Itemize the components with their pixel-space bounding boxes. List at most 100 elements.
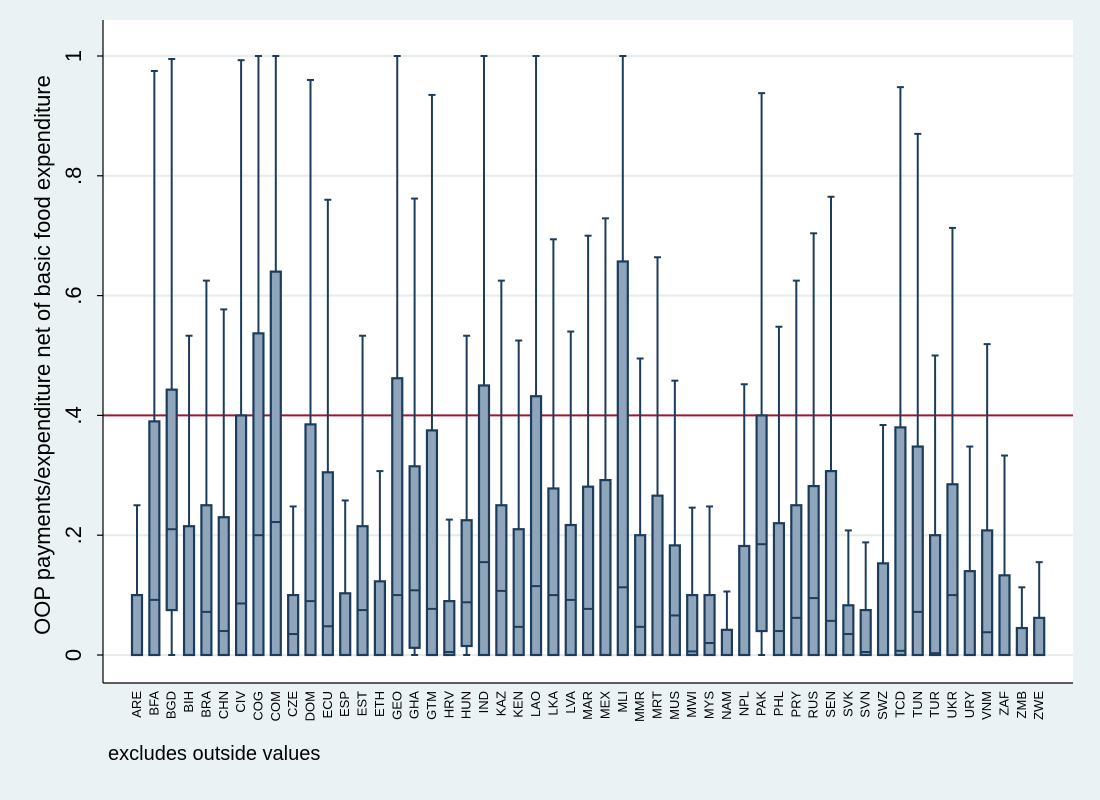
box-vnm bbox=[981, 343, 994, 657]
x-tick-label: ZMB bbox=[1014, 691, 1029, 718]
box-sen bbox=[824, 195, 838, 657]
iqr-box bbox=[356, 525, 369, 657]
x-tick-label: BRA bbox=[198, 691, 213, 718]
box-npl bbox=[738, 383, 751, 657]
x-tick-label: NAM bbox=[719, 691, 734, 720]
box-est bbox=[356, 334, 369, 657]
iqr-box bbox=[547, 487, 560, 657]
box-hrv bbox=[443, 518, 456, 657]
iqr-box bbox=[373, 580, 386, 657]
chart-note: excludes outside values bbox=[108, 743, 320, 765]
box-ecu bbox=[321, 198, 334, 657]
x-tick-label: DOM bbox=[303, 691, 318, 721]
iqr-box bbox=[408, 465, 421, 649]
box-gtm bbox=[425, 93, 439, 657]
box-bfa bbox=[148, 69, 161, 657]
iqr-box bbox=[668, 544, 681, 657]
box-tun bbox=[911, 132, 924, 657]
boxes-group bbox=[130, 55, 1046, 657]
box-cog bbox=[252, 55, 265, 657]
box-mmr bbox=[634, 357, 647, 657]
x-tick-label: HUN bbox=[459, 691, 474, 719]
x-tick-label: SWZ bbox=[875, 691, 890, 720]
x-tick-label: CZE bbox=[285, 691, 300, 717]
box-com bbox=[269, 55, 282, 657]
x-tick-label: UKR bbox=[944, 691, 959, 718]
x-tick-label: SVN bbox=[858, 691, 873, 718]
x-tick-label: URY bbox=[962, 691, 977, 719]
iqr-box bbox=[963, 570, 976, 657]
x-tick-label: LAO bbox=[528, 691, 543, 717]
iqr-box bbox=[1033, 616, 1046, 657]
y-axis-label: OOP payments/expenditure net of basic fo… bbox=[30, 75, 55, 635]
x-tick-label: SEN bbox=[823, 691, 838, 718]
iqr-box bbox=[391, 377, 404, 657]
iqr-box bbox=[981, 529, 994, 657]
x-tick-label: PAK bbox=[754, 691, 769, 716]
iqr-box bbox=[477, 384, 491, 657]
box-bgd bbox=[165, 57, 178, 656]
box-zaf bbox=[998, 454, 1011, 657]
y-tick-label: .2 bbox=[61, 526, 86, 544]
iqr-box bbox=[703, 593, 716, 657]
x-tick-label: TUN bbox=[910, 691, 925, 718]
box-nam bbox=[720, 590, 734, 657]
iqr-box bbox=[911, 445, 924, 657]
x-tick-label: CHN bbox=[216, 691, 231, 719]
iqr-box bbox=[165, 388, 178, 612]
iqr-box bbox=[443, 599, 456, 657]
box-gha bbox=[408, 197, 421, 656]
x-tick-label: ETH bbox=[372, 691, 387, 717]
iqr-box bbox=[807, 484, 820, 657]
iqr-box bbox=[512, 528, 525, 657]
iqr-box bbox=[651, 494, 664, 657]
iqr-box bbox=[269, 270, 282, 657]
x-tick-label: MYS bbox=[702, 691, 717, 720]
box-mwi bbox=[686, 506, 699, 657]
x-tick-label: GHA bbox=[407, 691, 422, 720]
box-lva bbox=[564, 330, 577, 657]
iqr-box bbox=[894, 426, 907, 657]
iqr-box bbox=[876, 562, 890, 657]
iqr-box bbox=[564, 523, 577, 657]
box-ind bbox=[477, 55, 491, 657]
iqr-box bbox=[581, 485, 595, 657]
x-tick-label: PHL bbox=[771, 691, 786, 716]
box-tcd bbox=[894, 86, 907, 657]
x-tick-label: BIH bbox=[181, 691, 196, 713]
iqr-box bbox=[529, 395, 543, 657]
box-tur bbox=[928, 354, 942, 657]
box-mus bbox=[668, 379, 681, 657]
box-swz bbox=[876, 423, 890, 657]
x-tick-label: MRT bbox=[650, 691, 665, 719]
y-tick-label: .8 bbox=[61, 167, 86, 185]
axes-group: 0 .2 .4 .6 .8 1 ARE BFA BGD BIH BRA CHN CIV COG COM CZE… bbox=[61, 20, 1073, 722]
iqr-box bbox=[148, 420, 161, 657]
iqr-box bbox=[425, 429, 439, 657]
iqr-box bbox=[200, 504, 213, 657]
iqr-box bbox=[824, 470, 838, 657]
iqr-box bbox=[599, 478, 612, 657]
y-tick-label: 0 bbox=[61, 649, 86, 661]
iqr-box bbox=[946, 483, 959, 657]
x-tick-label: GEO bbox=[389, 691, 404, 720]
x-tick-label: CIV bbox=[233, 691, 248, 713]
x-tick-label: NPL bbox=[736, 691, 751, 716]
box-geo bbox=[391, 55, 404, 657]
box-svn bbox=[859, 541, 872, 657]
iqr-box bbox=[495, 504, 508, 657]
box-bra bbox=[200, 279, 213, 657]
iqr-box bbox=[738, 544, 751, 657]
iqr-box bbox=[287, 593, 300, 657]
box-rus bbox=[807, 232, 820, 657]
iqr-box bbox=[252, 332, 265, 657]
iqr-box bbox=[304, 423, 317, 657]
iqr-box bbox=[321, 471, 334, 657]
x-tick-label: ESP bbox=[337, 691, 352, 717]
box-zwe bbox=[1033, 561, 1046, 657]
box-lao bbox=[529, 55, 543, 657]
iqr-box bbox=[182, 525, 196, 657]
x-tick-label: ECU bbox=[320, 691, 335, 718]
y-tick-label: .4 bbox=[61, 406, 86, 424]
